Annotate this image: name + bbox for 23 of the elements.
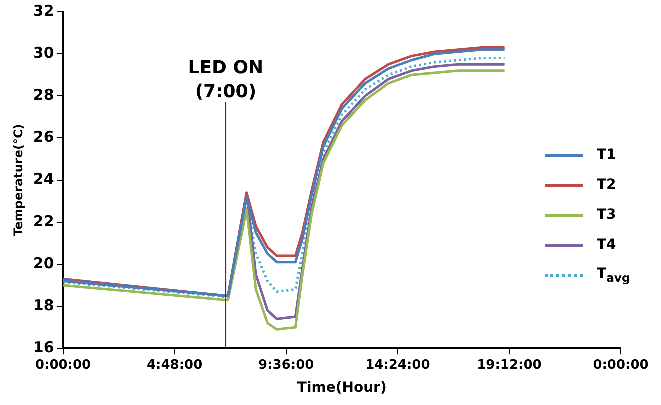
x-tick-label: 0:00:00 [35,358,92,373]
y-tick-label: 30 [33,44,54,62]
ref-line-label: LED ON (7:00) [188,58,264,103]
y-tick-label: 22 [33,212,54,230]
legend-label: T1 [597,147,616,163]
y-tick-label: 20 [33,254,54,272]
y-tick-label: 32 [33,2,54,20]
x-tick-label: 4:48:00 [147,358,203,373]
y-axis-title: Temperature(°C) [11,124,26,236]
legend-label: T$_{avg}$ [597,266,630,284]
y-tick-label: 16 [33,338,54,356]
x-axis-title: Time(Hour) [297,380,387,396]
x-tick-label: 0:00:00 [593,358,649,373]
x-tick-label: 14:24:00 [366,358,430,373]
legend-label: T4 [597,237,616,253]
y-tick-label: 24 [33,170,54,188]
y-tick-label: 18 [33,296,54,314]
x-tick-label: 9:36:00 [258,358,314,373]
y-tick-label: 28 [33,86,54,104]
legend-label: T3 [597,207,616,223]
y-tick-label: 26 [33,128,54,146]
legend-label: T2 [597,177,616,193]
x-tick-label: 19:12:00 [477,358,542,373]
